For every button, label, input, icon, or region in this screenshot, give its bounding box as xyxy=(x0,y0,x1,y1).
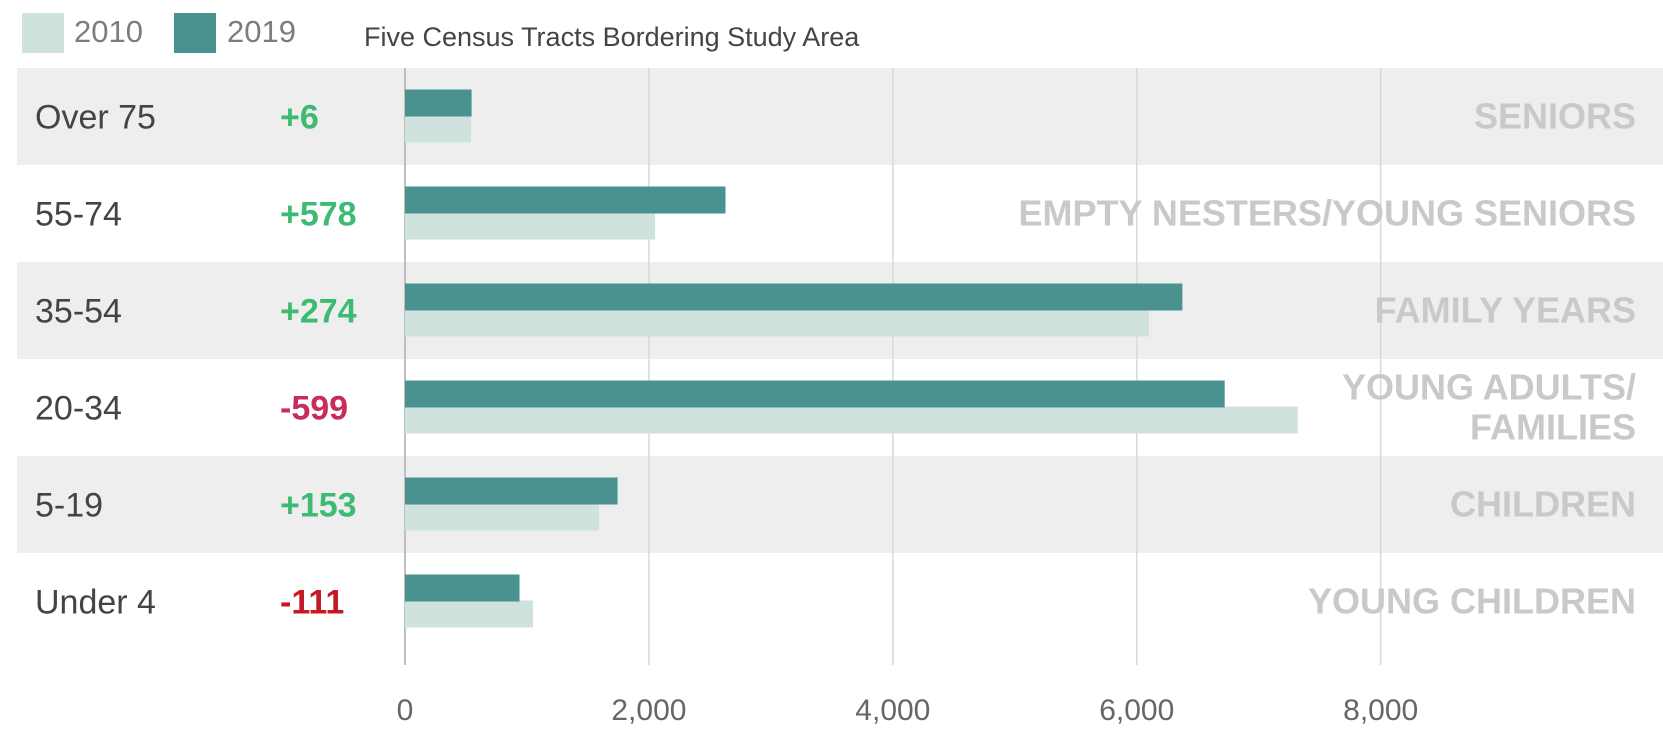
bar-2010 xyxy=(405,600,534,628)
x-tick-label: 8,000 xyxy=(1343,694,1418,727)
legend-label-2010: 2010 xyxy=(74,14,143,49)
x-tick-label: 0 xyxy=(397,694,414,727)
bar-2019 xyxy=(405,186,726,214)
group-label: FAMILIES xyxy=(1470,407,1636,448)
category-label: 55-74 xyxy=(35,196,122,234)
category-label: Over 75 xyxy=(35,99,156,137)
chart-caption: Five Census Tracts Bordering Study Area xyxy=(364,22,860,52)
legend-label-2019: 2019 xyxy=(227,14,296,49)
legend-swatch-2010 xyxy=(22,13,64,53)
bar-2019 xyxy=(405,380,1225,408)
x-tick-label: 2,000 xyxy=(611,694,686,727)
bar-2010 xyxy=(405,503,599,531)
group-label: CHILDREN xyxy=(1450,484,1636,525)
category-label: 35-54 xyxy=(35,293,122,331)
group-label: YOUNG ADULTS/ xyxy=(1342,367,1636,408)
category-label: Under 4 xyxy=(35,584,156,622)
legend: 2010 2019 Five Census Tracts Bordering S… xyxy=(22,6,1022,56)
bar-2010 xyxy=(405,309,1149,337)
change-label: +578 xyxy=(280,196,357,234)
bar-2010 xyxy=(405,115,471,143)
x-tick-label: 6,000 xyxy=(1099,694,1174,727)
x-tick-label: 4,000 xyxy=(855,694,930,727)
row-band xyxy=(17,456,1663,553)
group-label: EMPTY NESTERS/YOUNG SENIORS xyxy=(1019,193,1636,234)
group-label: FAMILY YEARS xyxy=(1375,290,1636,331)
change-label: +274 xyxy=(280,293,357,331)
row-band xyxy=(17,68,1663,165)
bar-2019 xyxy=(405,89,472,117)
group-label: YOUNG CHILDREN xyxy=(1308,581,1636,622)
change-label: -599 xyxy=(280,390,348,428)
bar-2010 xyxy=(405,212,656,240)
bar-2010 xyxy=(405,406,1298,434)
group-label: SENIORS xyxy=(1474,96,1636,137)
legend-swatch-2019 xyxy=(174,13,216,53)
change-label: +6 xyxy=(280,99,319,137)
change-label: +153 xyxy=(280,487,357,525)
bar-2019 xyxy=(405,283,1183,311)
bar-2019 xyxy=(405,477,618,505)
category-label: 20-34 xyxy=(35,390,122,428)
bar-2019 xyxy=(405,574,520,602)
change-label: -111 xyxy=(280,584,344,622)
category-label: 5-19 xyxy=(35,487,103,525)
